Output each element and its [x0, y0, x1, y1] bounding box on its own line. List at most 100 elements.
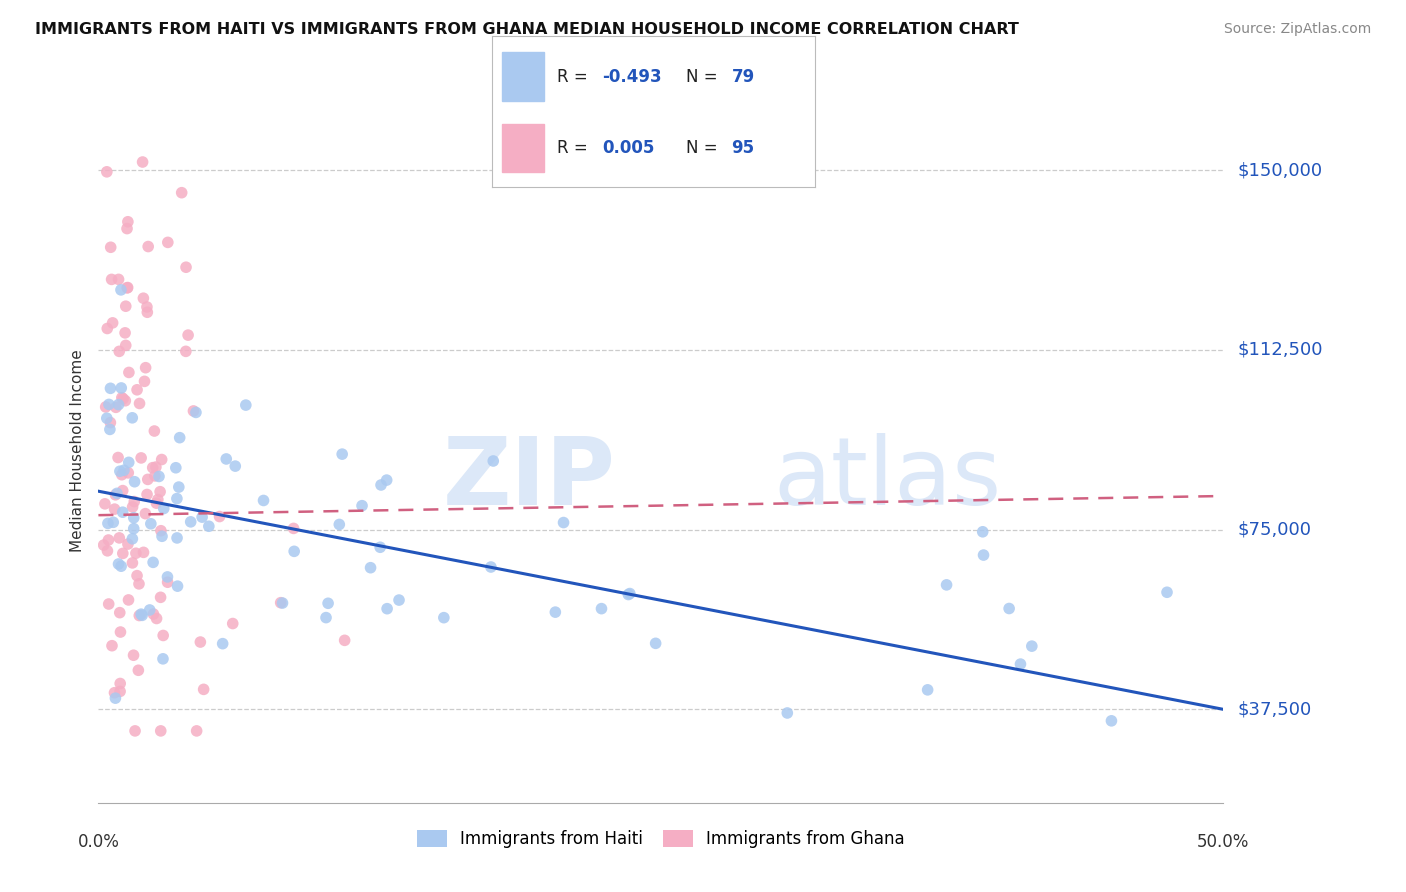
- Point: [142, 555, 165, 569]
- Point: [108, 344, 131, 359]
- Point: [105, 486, 128, 500]
- Point: [180, 515, 202, 529]
- Y-axis label: Median Household Income: Median Household Income: [70, 349, 86, 552]
- Point: [271, 596, 294, 610]
- Point: [433, 610, 456, 624]
- Text: ZIP: ZIP: [443, 433, 616, 524]
- Point: [166, 579, 188, 593]
- Point: [118, 455, 141, 469]
- Point: [108, 531, 131, 545]
- Point: [917, 682, 939, 697]
- Text: 0.0%: 0.0%: [77, 833, 120, 851]
- Point: [108, 606, 131, 620]
- Point: [96, 411, 118, 425]
- Point: [117, 215, 139, 229]
- Point: [370, 478, 392, 492]
- Point: [316, 596, 339, 610]
- Point: [94, 497, 117, 511]
- Point: [375, 601, 398, 615]
- Point: [97, 397, 120, 411]
- Point: [215, 452, 238, 467]
- Point: [127, 663, 149, 677]
- Point: [143, 424, 166, 438]
- Point: [167, 480, 190, 494]
- Legend: Immigrants from Haiti, Immigrants from Ghana: Immigrants from Haiti, Immigrants from G…: [411, 822, 911, 855]
- Point: [134, 375, 156, 389]
- Text: Source: ZipAtlas.com: Source: ZipAtlas.com: [1223, 22, 1371, 37]
- Point: [115, 221, 138, 235]
- Point: [122, 648, 145, 663]
- Point: [149, 484, 172, 499]
- Point: [211, 637, 233, 651]
- Point: [136, 487, 159, 501]
- Point: [98, 422, 121, 436]
- Point: [112, 392, 135, 406]
- Point: [117, 466, 139, 480]
- Point: [111, 467, 134, 482]
- Point: [619, 586, 641, 600]
- Point: [97, 516, 120, 531]
- Point: [174, 344, 197, 359]
- Point: [128, 396, 150, 410]
- Point: [644, 636, 666, 650]
- Point: [111, 483, 134, 498]
- Point: [125, 546, 148, 560]
- Point: [107, 450, 129, 465]
- Point: [544, 605, 567, 619]
- FancyBboxPatch shape: [502, 53, 544, 101]
- Point: [1010, 657, 1032, 672]
- Point: [114, 299, 136, 313]
- Point: [283, 521, 305, 535]
- Point: [132, 545, 155, 559]
- Point: [198, 519, 221, 533]
- Point: [368, 541, 391, 555]
- Point: [169, 431, 191, 445]
- Point: [93, 538, 115, 552]
- Point: [122, 510, 145, 524]
- Point: [108, 684, 131, 698]
- Point: [132, 291, 155, 305]
- Point: [156, 575, 179, 590]
- Text: $112,500: $112,500: [1237, 341, 1323, 359]
- Point: [972, 524, 994, 539]
- Point: [103, 502, 125, 516]
- Point: [776, 706, 799, 720]
- Point: [998, 601, 1021, 615]
- Point: [591, 601, 613, 615]
- Point: [375, 473, 398, 487]
- Point: [156, 570, 179, 584]
- Point: [103, 516, 125, 530]
- Point: [360, 560, 382, 574]
- Point: [104, 691, 127, 706]
- Point: [138, 603, 160, 617]
- Point: [193, 682, 215, 697]
- Point: [100, 416, 122, 430]
- Point: [482, 454, 505, 468]
- Point: [111, 391, 134, 405]
- Point: [183, 404, 205, 418]
- Point: [96, 544, 118, 558]
- Point: [148, 469, 170, 483]
- Point: [170, 186, 193, 200]
- Point: [135, 360, 157, 375]
- Point: [617, 588, 640, 602]
- Point: [104, 488, 127, 502]
- Point: [152, 652, 174, 666]
- Point: [143, 469, 166, 483]
- Point: [1099, 714, 1122, 728]
- Point: [101, 316, 124, 330]
- Point: [190, 635, 212, 649]
- Point: [107, 272, 129, 286]
- Point: [124, 723, 146, 738]
- Point: [121, 556, 143, 570]
- Point: [107, 398, 129, 412]
- Text: N =: N =: [686, 139, 723, 157]
- Point: [973, 548, 995, 562]
- Point: [142, 607, 165, 621]
- Text: 0.005: 0.005: [602, 139, 654, 157]
- Point: [110, 283, 132, 297]
- Point: [134, 507, 156, 521]
- Point: [935, 578, 957, 592]
- Point: [142, 460, 165, 475]
- Point: [121, 532, 143, 546]
